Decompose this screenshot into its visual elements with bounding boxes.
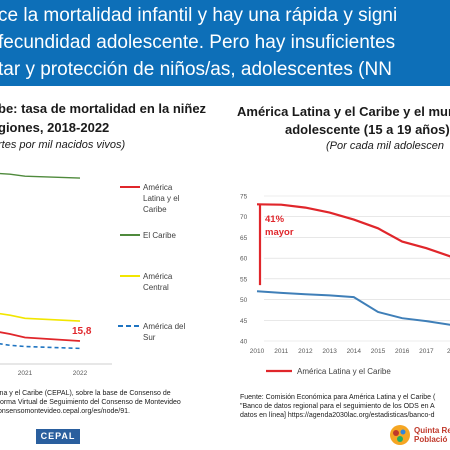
left-line-chart: 2021 2022 15,8 América Latina y el Carib… bbox=[0, 172, 185, 377]
right-y-tick-label: 40 bbox=[240, 339, 248, 346]
legend-label-alc-3: Caribe bbox=[143, 205, 167, 214]
left-source-3: onsensomontevideo.cepal.org/es/node/91. bbox=[0, 408, 130, 415]
right-y-tick-label: 65 bbox=[240, 235, 248, 242]
right-chart-title-2: adolescente (15 a 19 años), bbox=[285, 122, 450, 137]
legend-label-central-1: América bbox=[143, 272, 173, 281]
left-source-1: ina y el Caribe (CEPAL), sobre la base d… bbox=[0, 390, 171, 397]
cepal-logo: CEPAL bbox=[36, 429, 80, 444]
header-banner: ce la mortalidad infantil y hay una rápi… bbox=[0, 0, 450, 86]
legend-label-sur-2: Sur bbox=[143, 333, 156, 342]
right-chart-title-1: América Latina y el Caribe y el mundo bbox=[237, 104, 450, 119]
right-y-tick-label: 75 bbox=[240, 194, 248, 201]
right-x-tick-label: 2013 bbox=[322, 348, 337, 355]
population-logo-icon bbox=[390, 425, 410, 445]
header-line-3: tar y protección de niños/as, adolescent… bbox=[0, 59, 392, 80]
right-y-tick-label: 70 bbox=[240, 214, 248, 221]
population-logo-line-1: Quinta Re bbox=[414, 426, 450, 435]
header-line-1: ce la mortalidad infantil y hay una rápi… bbox=[0, 5, 398, 26]
legend-label-alc-1: América bbox=[143, 183, 173, 192]
right-x-tick-label: 2015 bbox=[371, 348, 386, 355]
population-logo-line-2: Població bbox=[414, 435, 448, 444]
series-line-alc-fertility bbox=[256, 203, 450, 258]
right-y-tick-label: 60 bbox=[240, 256, 248, 263]
right-x-tick-label: 2010 bbox=[250, 348, 265, 355]
right-y-tick-label: 55 bbox=[240, 276, 248, 283]
right-source-1: Fuente: Comisión Económica para América … bbox=[240, 394, 436, 401]
right-x-tick-label: 2014 bbox=[347, 348, 362, 355]
right-line-chart: 40 45 50 55 60 65 70 75 2010 2011 2012 2013 2014 2015… bbox=[240, 194, 450, 376]
series-line-central bbox=[0, 312, 81, 322]
series-line-alc bbox=[0, 331, 81, 342]
legend-label-sur-1: América del bbox=[143, 322, 185, 331]
header-line-2: fecundidad adolescente. Pero hay insufic… bbox=[0, 32, 396, 53]
right-x-tick-label: 20 bbox=[447, 348, 450, 355]
left-chart-title-2: giones, 2018-2022 bbox=[0, 120, 110, 135]
annotation-percent: 41% bbox=[265, 214, 285, 225]
right-chart-subtitle: (Por cada mil adolescen bbox=[326, 140, 445, 152]
right-y-tick-label: 50 bbox=[240, 297, 248, 304]
right-legend-label: América Latina y el Caribe bbox=[297, 367, 391, 376]
population-logo-text: Quinta Re Població bbox=[414, 426, 450, 444]
right-source-3: datos en línea] https://agenda2030lac.or… bbox=[240, 412, 435, 419]
right-y-tick-label: 45 bbox=[240, 318, 248, 325]
right-source-2: "Banco de datos regional para el seguimi… bbox=[240, 403, 435, 410]
right-x-tick-label: 2017 bbox=[419, 348, 434, 355]
legend-label-alc-2: Latina y el bbox=[143, 194, 180, 203]
series-line-sur bbox=[0, 343, 81, 350]
series-line-world-fertility bbox=[256, 290, 450, 326]
series-line-caribe bbox=[0, 172, 81, 179]
annotation-mayor: mayor bbox=[265, 227, 294, 238]
right-x-tick-label: 2016 bbox=[395, 348, 410, 355]
right-x-tick-label: 2011 bbox=[274, 348, 288, 355]
right-x-tick-label: 2012 bbox=[298, 348, 313, 355]
left-source-2: forma Virtual de Seguimiento del Consens… bbox=[0, 399, 181, 406]
legend-label-central-2: Central bbox=[143, 283, 169, 292]
left-x-tick-2021: 2021 bbox=[18, 370, 33, 377]
left-x-tick-2022: 2022 bbox=[73, 370, 88, 377]
left-end-value-label: 15,8 bbox=[72, 326, 92, 337]
legend-label-caribe: El Caribe bbox=[143, 231, 176, 240]
left-chart-title-1: be: tasa de mortalidad en la niñez bbox=[0, 101, 207, 116]
left-chart-subtitle: rtes por mil nacidos vivos) bbox=[0, 139, 126, 151]
